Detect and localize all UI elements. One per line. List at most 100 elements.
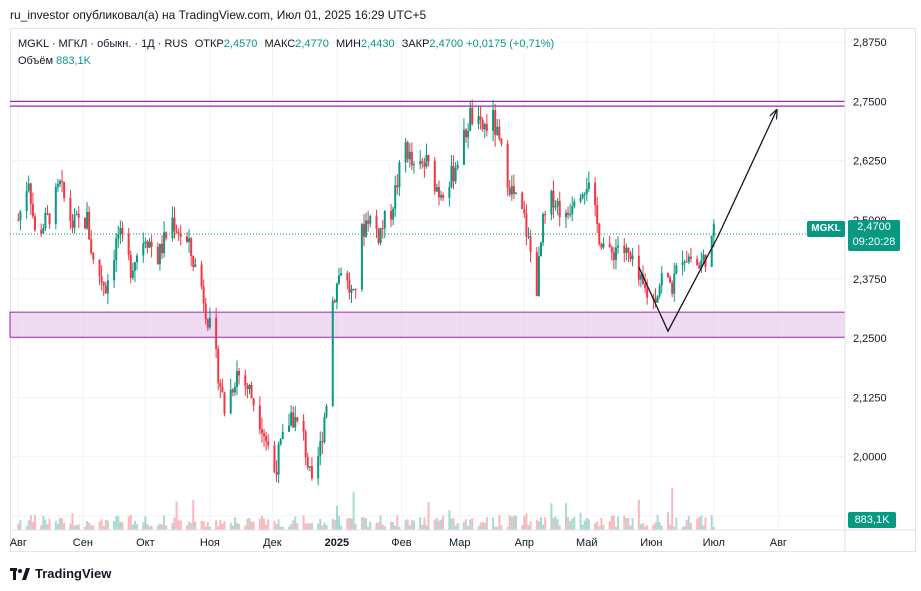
- volume-bar: [244, 525, 247, 530]
- volume-bar: [161, 524, 164, 530]
- price-tick-label: 2,8750: [853, 37, 887, 49]
- candle-body: [623, 245, 626, 254]
- volume-bar: [477, 526, 480, 530]
- candle-body: [421, 161, 424, 164]
- candle-body: [612, 252, 615, 260]
- candle-body: [250, 384, 253, 399]
- volume-bar: [288, 526, 291, 530]
- volume-bar: [144, 516, 147, 530]
- candle-body: [333, 300, 336, 303]
- volume-bar: [481, 521, 484, 530]
- published-header: ru_investor опубликовал(а) на TradingVie…: [10, 8, 427, 22]
- time-tick-label: 2025: [325, 537, 349, 549]
- candle-body: [392, 208, 395, 220]
- volume-bar: [335, 505, 338, 530]
- volume-bar: [512, 515, 515, 530]
- candle-body: [521, 192, 524, 210]
- volume-bar: [654, 522, 657, 530]
- candle-body: [321, 441, 324, 443]
- tradingview-logo[interactable]: TradingView: [10, 566, 111, 581]
- volume-bar: [381, 524, 384, 530]
- candle-body: [56, 184, 59, 187]
- volume-bar: [229, 522, 232, 530]
- legend-symbol[interactable]: MGKL · МГКЛ · обыкн. · 1Д · RUS: [18, 38, 188, 50]
- candle-body: [600, 244, 603, 248]
- volume-bar: [412, 520, 415, 530]
- candle-body: [158, 243, 161, 265]
- volume-bar: [92, 525, 95, 530]
- candle-body: [206, 319, 209, 328]
- volume-bar: [454, 525, 457, 530]
- candle-body: [525, 213, 528, 237]
- volume-bar: [75, 525, 78, 530]
- candle-body: [685, 261, 688, 263]
- volume-bar: [700, 515, 703, 530]
- candle-body: [492, 110, 495, 131]
- volume-bar: [33, 515, 36, 530]
- candle-body: [161, 243, 164, 254]
- volume-bar: [427, 502, 430, 530]
- legend-open: 2,4570: [223, 38, 258, 50]
- candle-body: [235, 370, 238, 388]
- volume-bar: [456, 523, 459, 530]
- candle-body: [646, 288, 649, 298]
- volume-bar: [523, 516, 526, 530]
- candle-body: [367, 220, 370, 224]
- volume-bar: [100, 519, 103, 530]
- candle-body: [102, 282, 105, 286]
- volume-bar: [537, 521, 540, 530]
- volume-bar: [392, 522, 395, 530]
- volume-bar: [421, 524, 424, 530]
- volume-bar: [115, 516, 118, 530]
- volume-bar: [710, 515, 713, 530]
- candle-body: [260, 429, 263, 434]
- volume-bar: [433, 519, 436, 530]
- candle-body: [304, 431, 307, 458]
- volume-bar: [223, 521, 226, 530]
- chart-frame[interactable]: [10, 28, 916, 552]
- candle-body: [462, 129, 465, 165]
- candle-body: [133, 262, 136, 271]
- candle-body: [442, 195, 445, 198]
- volume-bar: [623, 515, 626, 530]
- volume-bar: [419, 517, 422, 530]
- candle-body: [477, 116, 480, 125]
- candle-body: [437, 186, 440, 198]
- volume-bar: [671, 488, 674, 530]
- volume-bar: [383, 526, 386, 530]
- volume-bar: [498, 515, 501, 530]
- candle-body: [73, 215, 76, 228]
- volume-bar: [367, 526, 370, 530]
- candle-body: [569, 214, 572, 216]
- volume-bar: [29, 515, 32, 530]
- candle-body: [354, 288, 357, 290]
- candle-body: [435, 186, 438, 192]
- candle-body: [629, 252, 632, 260]
- candle-body: [506, 143, 509, 188]
- candle-body: [83, 217, 86, 229]
- candle-body: [325, 405, 328, 417]
- candle-body: [654, 298, 657, 303]
- volume-bar: [248, 517, 251, 530]
- volume-bar: [571, 518, 574, 530]
- candle-body: [179, 234, 182, 237]
- candle-body: [598, 223, 601, 245]
- candle-body: [508, 187, 511, 195]
- volume-bar: [652, 524, 655, 530]
- candle-body: [700, 260, 703, 269]
- volume-bar: [423, 517, 426, 530]
- volume-bar: [190, 522, 193, 530]
- candle-body: [673, 273, 676, 294]
- volume-bar: [204, 526, 207, 530]
- volume-bar: [150, 525, 153, 530]
- volume-bar: [627, 518, 630, 530]
- volume-bar: [448, 510, 451, 530]
- candle-body: [308, 466, 311, 468]
- volume-bar: [158, 523, 161, 530]
- volume-bar: [165, 525, 168, 530]
- tradingview-icon: [10, 567, 30, 580]
- candle-body: [581, 194, 584, 199]
- volume-bar: [348, 517, 351, 530]
- candle-body: [33, 216, 36, 230]
